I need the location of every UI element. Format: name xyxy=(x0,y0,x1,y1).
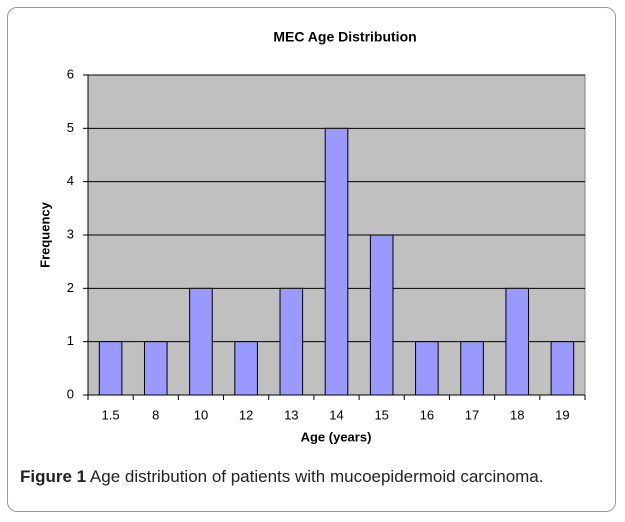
y-tick-label: 1 xyxy=(67,333,74,348)
bar xyxy=(143,341,168,396)
figure-frame xyxy=(7,7,616,512)
bar xyxy=(550,341,575,396)
x-tick-label: 16 xyxy=(420,407,434,422)
caption: Figure 1 Age distribution of patients wi… xyxy=(20,465,560,488)
y-axis-title: Frequency xyxy=(37,201,52,268)
bar xyxy=(460,341,484,396)
bar xyxy=(369,234,394,396)
x-tick-label: 14 xyxy=(329,407,343,422)
x-tick-label: 8 xyxy=(152,407,159,422)
bar xyxy=(98,341,123,396)
bar xyxy=(279,287,304,396)
bar xyxy=(505,287,530,396)
caption-text: Age distribution of patients with mucoep… xyxy=(89,467,544,486)
x-tick-label: 13 xyxy=(284,407,298,422)
bar xyxy=(189,287,213,396)
x-tick-label: 18 xyxy=(510,407,524,422)
x-tick-label: 17 xyxy=(465,407,479,422)
x-tick-label: 15 xyxy=(374,407,388,422)
y-tick-label: 2 xyxy=(67,280,74,295)
bar xyxy=(324,127,349,396)
bar xyxy=(415,341,439,396)
x-tick-label: 1.5 xyxy=(102,407,120,422)
y-tick-label: 6 xyxy=(67,66,74,81)
y-tick-label: 3 xyxy=(67,226,74,241)
x-tick-label: 19 xyxy=(555,407,569,422)
chart-title: MEC Age Distribution xyxy=(273,29,416,45)
y-tick-label: 5 xyxy=(67,120,74,135)
y-tick-label: 4 xyxy=(67,173,74,188)
caption-label: Figure 1 xyxy=(20,467,87,486)
chart: MEC Age Distribution Age (years) Frequen… xyxy=(37,29,586,444)
y-tick-label: 0 xyxy=(67,386,74,401)
x-axis-title: Age (years) xyxy=(301,429,372,444)
x-tick-label: 12 xyxy=(239,407,253,422)
bar xyxy=(234,341,258,396)
x-tick-label: 10 xyxy=(194,407,208,422)
